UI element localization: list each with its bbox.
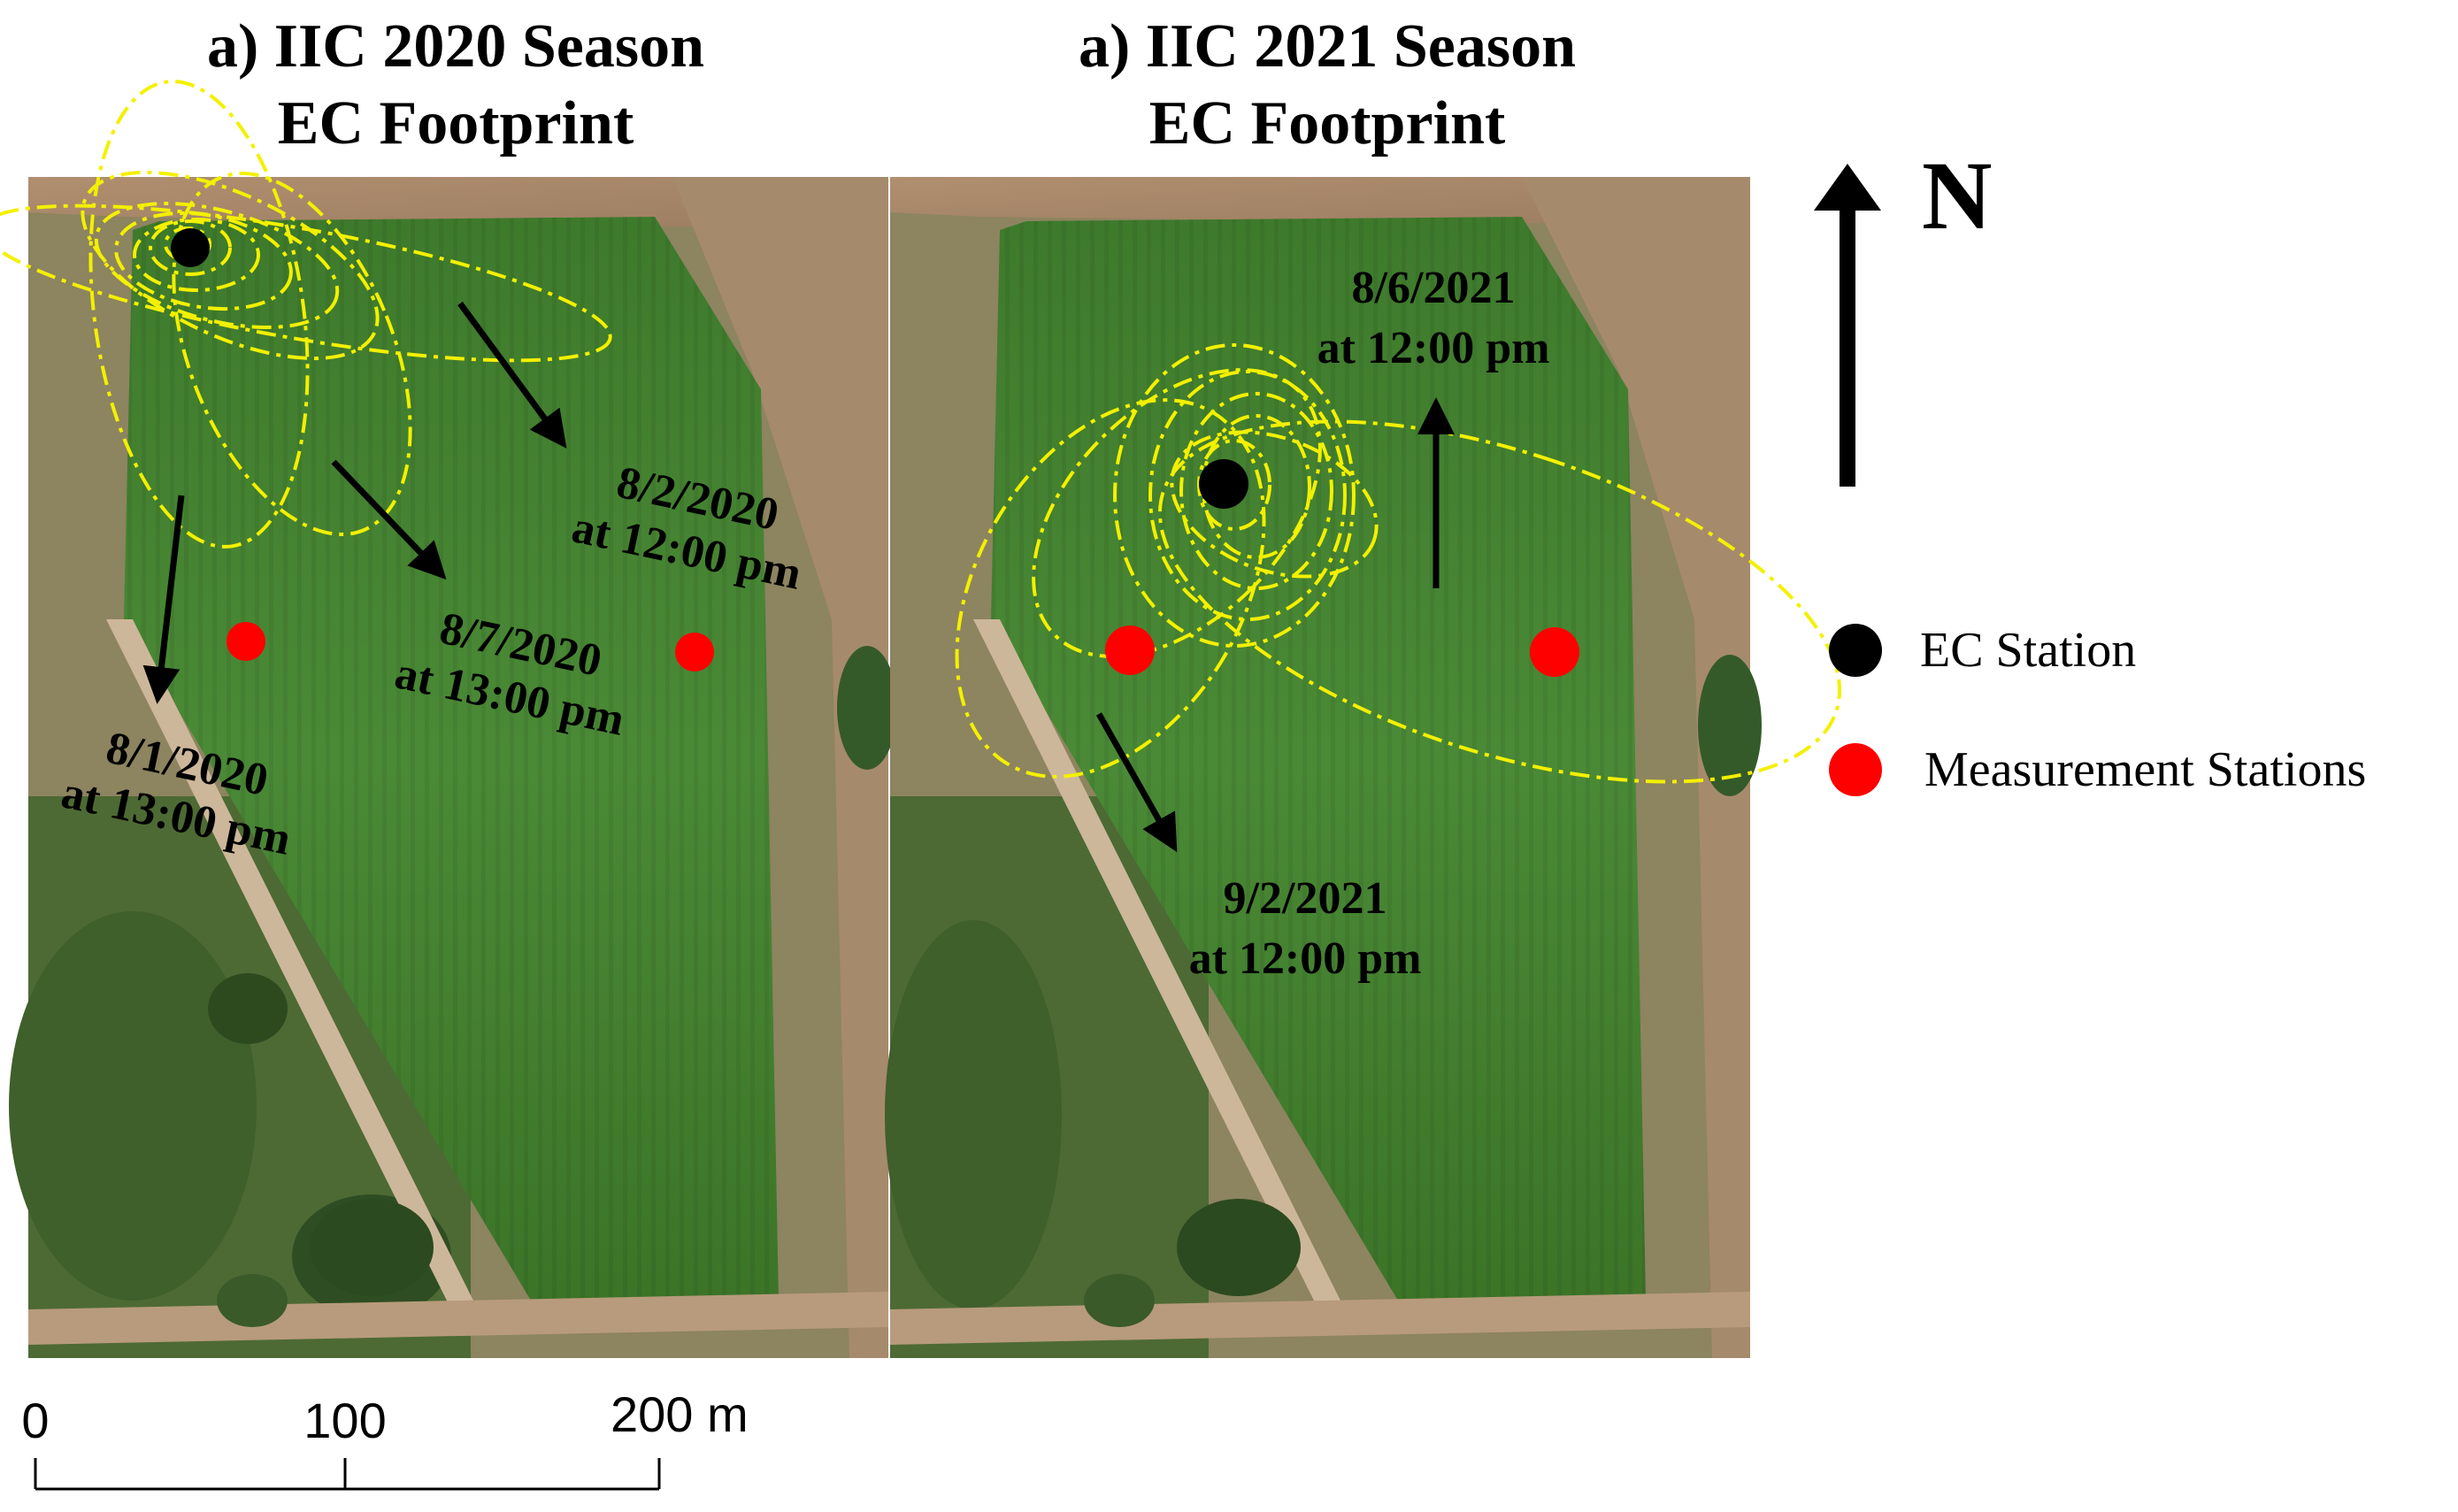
footprint-ellipse bbox=[1197, 439, 1271, 531]
annotation-2021-aug6-date: 8/6/2021 bbox=[1352, 263, 1516, 313]
wind-arrow bbox=[457, 301, 567, 449]
panel-title-2020-line2: EC Footprint bbox=[278, 89, 634, 157]
footprint-ellipse bbox=[149, 219, 232, 276]
panel-2021: a) IIC 2021 Season EC Footprint bbox=[885, 12, 1842, 1358]
footprint-ellipse bbox=[1157, 419, 1842, 784]
panel-title-2021-line2: EC Footprint bbox=[1149, 89, 1506, 157]
ec-station-marker bbox=[171, 228, 210, 267]
scale-tick-0: 0 bbox=[21, 1393, 49, 1448]
footprint-ellipse bbox=[88, 80, 310, 549]
wind-arrow bbox=[331, 459, 447, 580]
footprint-ellipse bbox=[133, 218, 260, 292]
legend-measurement-station-marker bbox=[1829, 743, 1882, 796]
aerial-map-2021 bbox=[885, 177, 1762, 1358]
annotation-2021-sep2-time: at 12:00 pm bbox=[1189, 933, 1422, 984]
measurement-station-marker bbox=[227, 622, 265, 661]
legend: EC Station Measurement Stations bbox=[1829, 623, 2366, 797]
footprint-ellipse bbox=[94, 202, 340, 329]
footprint-ellipse bbox=[1179, 392, 1333, 590]
footprint-ellipse bbox=[81, 170, 380, 361]
panel-2020: a) IIC 2020 Season EC Footprint bbox=[0, 12, 897, 1358]
annotation-2021-sep2-date: 9/2/2021 bbox=[1224, 873, 1387, 924]
measurement-station-marker bbox=[1530, 627, 1579, 677]
annotation-2021-aug6-time: at 12:00 pm bbox=[1317, 323, 1550, 373]
measurement-station-marker bbox=[675, 633, 714, 672]
scale-tick-100: 100 bbox=[303, 1393, 386, 1448]
ec-station-marker bbox=[1199, 459, 1248, 509]
legend-measurement-stations-label: Measurement Stations bbox=[1924, 742, 2366, 797]
legend-ec-station-marker bbox=[1829, 624, 1882, 677]
north-label: N bbox=[1922, 142, 1992, 249]
footprint-ellipse bbox=[1113, 343, 1356, 648]
north-arrow: N bbox=[1814, 142, 1992, 487]
footprint-contours-2021 bbox=[955, 343, 1842, 784]
footprint-ellipse bbox=[1170, 430, 1379, 579]
wind-arrows-2020 bbox=[142, 301, 567, 704]
footprint-ellipse bbox=[114, 211, 293, 311]
wind-arrows-2021 bbox=[1095, 397, 1455, 853]
scale-bar: 0 100 200 m bbox=[21, 1386, 749, 1491]
panel-title-2021-line1: a) IIC 2021 Season bbox=[1079, 12, 1576, 81]
wind-arrow bbox=[142, 495, 185, 704]
footprint-ellipse bbox=[1148, 370, 1347, 621]
scale-tick-200: 200 m bbox=[611, 1386, 749, 1442]
wind-arrow bbox=[1095, 712, 1178, 853]
legend-ec-station-label: EC Station bbox=[1920, 623, 2136, 678]
panel-title-2020-line1: a) IIC 2020 Season bbox=[207, 12, 704, 81]
measurement-station-marker bbox=[1105, 626, 1155, 675]
